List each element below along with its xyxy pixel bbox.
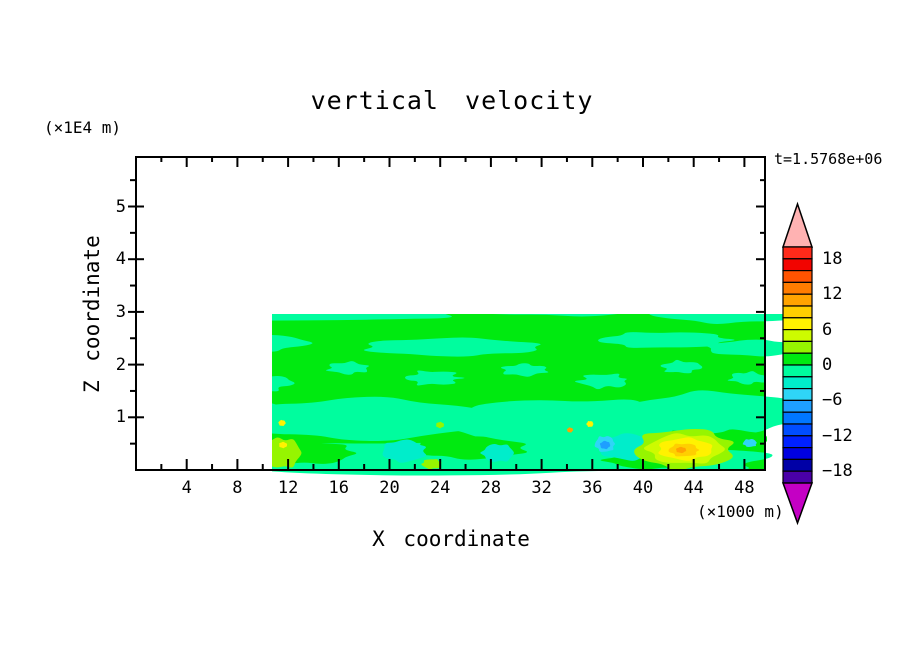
contour-blob	[99, 185, 626, 239]
chart-title: vertical velocity	[310, 86, 594, 115]
x-axis-unit-label: (×1000 m)	[697, 502, 784, 521]
contour-blob	[405, 370, 465, 386]
contour-blob	[599, 440, 611, 450]
colorbar-band	[782, 364, 813, 378]
x-tick-label: 36	[582, 478, 603, 498]
contour-blob	[279, 441, 288, 449]
contour-blob	[338, 254, 591, 277]
x-tick-label: 40	[632, 478, 654, 498]
colorbar-tick-label: −12	[822, 425, 853, 446]
contour-blob	[742, 438, 757, 447]
contour-field	[99, 160, 811, 476]
colorbar-band	[782, 329, 813, 343]
colorbar-band	[782, 388, 813, 402]
contour-blob	[574, 373, 627, 390]
axis-ticks	[128, 157, 765, 470]
contour-blob	[675, 446, 687, 454]
contour-blob	[272, 437, 302, 468]
contour-blob	[435, 421, 445, 429]
colorbar-tick-label: −18	[822, 461, 853, 482]
colorbar-band	[782, 293, 813, 307]
z-tick-label: 3	[115, 301, 126, 322]
x-tick-label: 8	[232, 478, 243, 498]
colorbar-band	[782, 352, 813, 366]
contour-blob	[382, 439, 427, 463]
contour-blob	[598, 332, 735, 348]
colorbar-band	[782, 317, 813, 331]
colorbar-tick-label: 12	[822, 284, 843, 305]
contour-blob	[480, 443, 514, 462]
contour-blob	[586, 421, 594, 427]
contour-blob	[114, 160, 427, 182]
contour-blob	[278, 419, 286, 426]
contour-blob	[117, 249, 328, 274]
contour-blob	[705, 339, 808, 357]
colorbar-band	[782, 435, 813, 449]
colorbar-band	[782, 246, 813, 260]
z-tick-label: 2	[115, 354, 126, 375]
colorbar-lower-arrow	[781, 482, 814, 526]
colorbar-band	[782, 258, 813, 272]
contour-blob	[272, 335, 313, 352]
z-tick-label: 1	[115, 407, 126, 428]
colorbar-band	[782, 423, 813, 437]
x-tick-label: 48	[734, 478, 755, 498]
x-tick-label: 12	[277, 478, 299, 498]
colorbar-tick-label: 18	[822, 248, 843, 269]
colorbar-tick-label: 6	[822, 319, 833, 340]
contour-blob	[272, 376, 295, 392]
x-tick-label: 16	[328, 478, 350, 498]
contour-blob	[500, 363, 549, 377]
colorbar-band	[782, 376, 813, 390]
colorbar-band	[782, 458, 813, 472]
contour-blob	[189, 431, 197, 437]
colorbar-band	[782, 399, 813, 413]
colorbar-tick-label: −6	[822, 390, 843, 411]
contour-blob	[151, 366, 200, 382]
contour-blob	[727, 371, 766, 385]
x-tick-label: 20	[379, 478, 400, 498]
colorbar	[781, 201, 814, 526]
colorbar-band	[782, 305, 813, 319]
x-tick-label: 32	[531, 478, 552, 498]
z-tick-label: 4	[115, 249, 126, 270]
contour-blob	[133, 435, 143, 448]
plot-frame	[135, 156, 766, 471]
x-tick-label: 28	[480, 478, 502, 498]
contour-blob	[231, 200, 572, 230]
colorbar-band	[782, 447, 813, 461]
contour-blob	[618, 190, 779, 224]
contour-blob	[421, 459, 442, 470]
contour-blob	[326, 361, 369, 375]
x-tick-label: 4	[181, 478, 192, 498]
z-tick-label: 5	[115, 196, 126, 217]
colorbar-upper-arrow	[781, 201, 814, 248]
colorbar-band	[782, 470, 813, 484]
time-annotation: t=1.5768e+06	[774, 150, 883, 168]
contour-blob	[149, 378, 236, 396]
colorbar-band	[782, 281, 813, 295]
colorbar-band	[782, 340, 813, 354]
z-axis-unit-label: (×1E4 m)	[44, 118, 122, 137]
contour-blob	[603, 243, 783, 269]
x-tick-label: 44	[683, 478, 704, 498]
colorbar-band	[782, 270, 813, 284]
contour-blob	[649, 314, 807, 324]
colorbar-band	[782, 411, 813, 425]
contour-blob	[272, 396, 490, 441]
contour-blob	[660, 359, 703, 374]
contour-blob	[363, 337, 541, 357]
x-axis-title: X coordinate	[372, 527, 530, 551]
colorbar-tick-label: 0	[822, 355, 833, 375]
contour-blob	[566, 427, 574, 433]
contour-blob	[492, 314, 618, 317]
contour-blob	[272, 314, 452, 321]
x-tick-label: 24	[429, 478, 451, 498]
